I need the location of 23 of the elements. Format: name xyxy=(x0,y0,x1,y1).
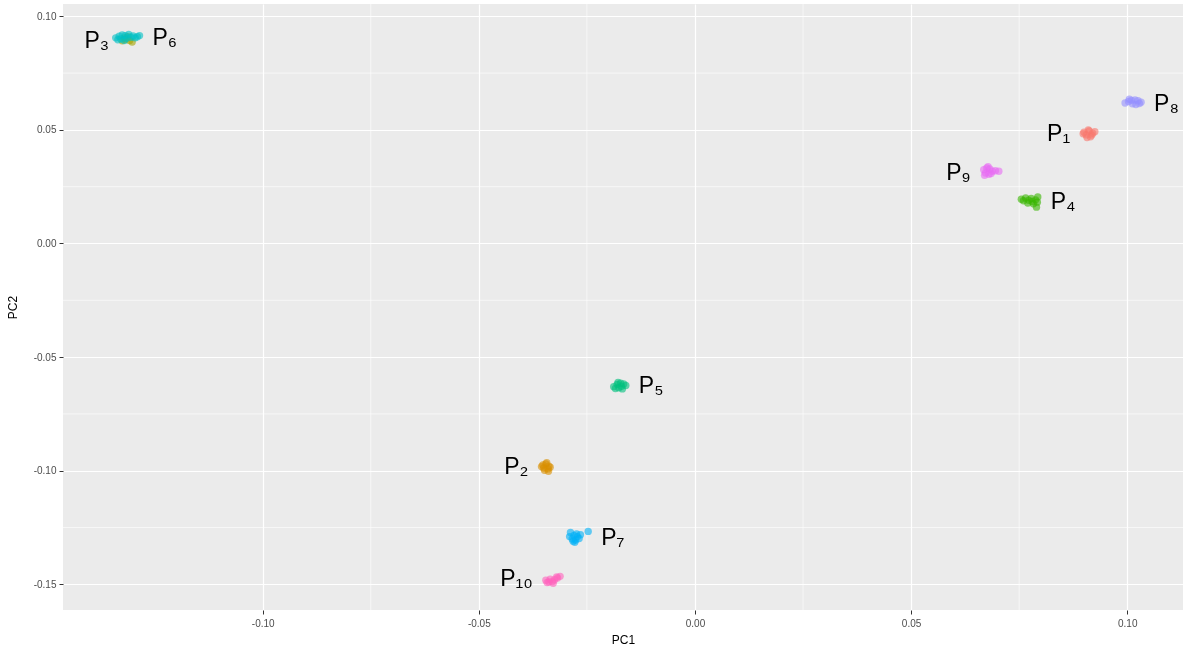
x-tick-label: 0.05 xyxy=(901,617,922,629)
y-tick-label: 0.00 xyxy=(37,237,57,249)
y-tick-label: -0.15 xyxy=(33,578,57,590)
annotation: P₇ xyxy=(601,524,625,551)
annotation: P₄ xyxy=(1050,188,1076,215)
y-tick-label: 0.10 xyxy=(37,10,57,22)
annotation: P₈ xyxy=(1154,89,1179,116)
x-tick-label: 0.10 xyxy=(1118,617,1138,629)
y-axis-title: PC2 xyxy=(5,295,20,320)
x-axis-title: PC1 xyxy=(611,632,636,647)
y-tick-label: -0.10 xyxy=(33,465,57,477)
y-tick-label: 0.05 xyxy=(37,124,57,136)
annotation: P₃ xyxy=(84,26,110,53)
annotation: P₆ xyxy=(152,23,178,50)
y-tick-label: -0.05 xyxy=(33,351,57,363)
annotation: P₁ xyxy=(1047,119,1071,146)
annotation: P₁₀ xyxy=(500,565,533,592)
annotation: P₉ xyxy=(946,159,971,186)
x-tick-label: -0.05 xyxy=(467,617,492,629)
annotation: P₂ xyxy=(504,452,529,479)
x-tick-label: -0.10 xyxy=(251,617,276,629)
x-tick-label: 0.00 xyxy=(685,617,706,629)
annotation: P₅ xyxy=(638,371,664,398)
